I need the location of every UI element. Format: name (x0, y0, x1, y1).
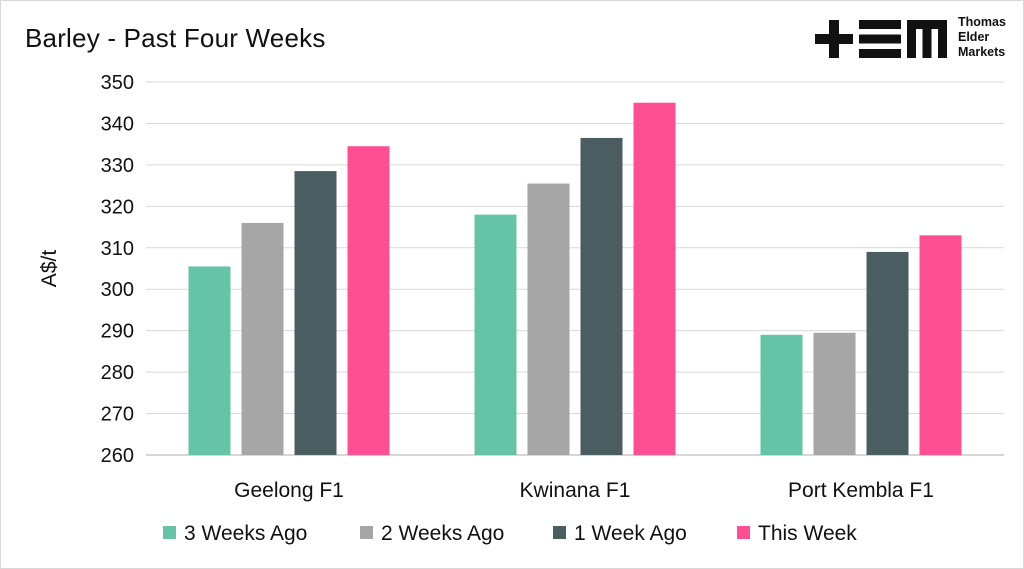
y-tick-label: 330 (101, 155, 134, 177)
y-tick-label: 340 (101, 113, 134, 135)
logo-line-elder: Elder (958, 30, 990, 44)
legend-swatch (360, 526, 373, 539)
x-category-label: Geelong F1 (234, 479, 344, 502)
bar (347, 146, 390, 455)
y-tick-label: 260 (101, 445, 134, 467)
bar (527, 183, 570, 456)
logo-line-thomas: Thomas (958, 15, 1006, 29)
y-tick-label: 310 (101, 238, 134, 260)
y-tick-label: 300 (101, 279, 134, 301)
y-tick-label: 320 (101, 196, 134, 218)
bar (294, 171, 337, 455)
bar (580, 137, 623, 455)
legend-label: 2 Weeks Ago (381, 522, 504, 545)
y-tick-label: 290 (101, 321, 134, 343)
bar (241, 222, 284, 455)
bar (474, 214, 517, 455)
bar (866, 251, 909, 455)
logo-text: Thomas Elder Markets (958, 15, 1006, 60)
legend-swatch (553, 526, 566, 539)
tem-logo-icon (815, 20, 947, 58)
x-category-label: Port Kembla F1 (788, 479, 934, 502)
chart-title: Barley - Past Four Weeks (25, 23, 326, 53)
bar (919, 235, 962, 455)
bar (813, 332, 856, 455)
y-tick-label: 350 (101, 72, 134, 94)
legend-swatch (163, 526, 176, 539)
legend-label: 1 Week Ago (574, 522, 687, 545)
bar (633, 102, 676, 455)
y-tick-label: 280 (101, 362, 134, 384)
y-tick-label: 270 (101, 404, 134, 426)
logo-line-markets: Markets (958, 45, 1006, 59)
bar (188, 266, 231, 455)
legend-label: This Week (758, 522, 857, 545)
x-category-label: Kwinana F1 (520, 479, 631, 502)
y-axis-label: A$/t (38, 250, 61, 288)
bar (760, 334, 803, 455)
legend-label: 3 Weeks Ago (184, 522, 307, 545)
legend-swatch (737, 526, 750, 539)
